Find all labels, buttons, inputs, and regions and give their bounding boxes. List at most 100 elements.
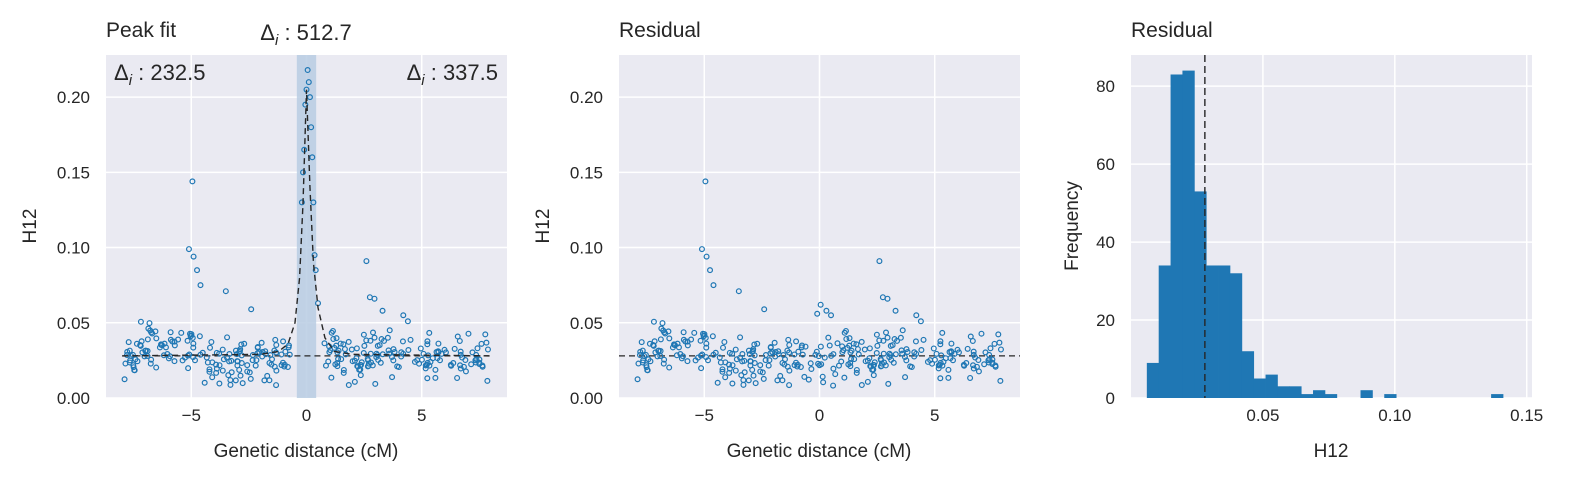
data-point [404, 318, 411, 325]
data-point [851, 356, 858, 363]
data-point [858, 382, 865, 389]
data-point [671, 342, 678, 349]
data-point [417, 345, 424, 352]
data-point [761, 306, 768, 313]
data-point [241, 340, 248, 347]
data-point [337, 340, 344, 347]
data-point [792, 359, 799, 366]
data-point [267, 352, 274, 359]
data-point [424, 375, 431, 382]
data-point [271, 363, 278, 370]
x-tick-label: −5 [182, 406, 201, 425]
data-point [244, 362, 251, 369]
data-point [795, 348, 802, 355]
data-point [237, 372, 244, 379]
data-point [855, 351, 862, 358]
data-point [939, 329, 946, 336]
data-point [278, 351, 285, 358]
data-point [807, 360, 814, 367]
y-tick-label: 0.20 [570, 88, 603, 107]
data-point [835, 362, 842, 369]
data-point [190, 340, 197, 347]
data-point [779, 377, 786, 384]
data-point [239, 380, 246, 387]
data-point [134, 358, 141, 365]
histogram-bar [1313, 390, 1326, 398]
data-point [673, 352, 680, 359]
x-tick-label: 5 [417, 406, 426, 425]
residual-scatter-points [634, 178, 1004, 389]
data-point [330, 335, 337, 342]
data-point [454, 333, 461, 340]
data-point [254, 350, 261, 357]
data-point [839, 343, 846, 350]
data-point [816, 362, 823, 369]
data-point [222, 288, 229, 295]
histogram-bar [1289, 386, 1302, 398]
data-point [208, 338, 215, 345]
data-point [646, 340, 653, 347]
data-point [216, 380, 223, 387]
data-point [351, 378, 358, 385]
data-point [300, 169, 307, 176]
data-point [655, 347, 662, 354]
residual-histogram-panel: 0.05 0.10 0.15 0 20 40 60 80 Residual H12 Freq… [1062, 19, 1543, 462]
data-point [125, 339, 132, 346]
data-point [171, 358, 178, 365]
data-point [697, 337, 704, 344]
histogram-bar [1158, 265, 1171, 398]
y-tick-label: 0.05 [570, 314, 603, 333]
data-point [842, 327, 849, 334]
data-point [684, 338, 691, 345]
data-point [995, 331, 1002, 338]
peak-fit-curve [122, 89, 491, 357]
data-point [331, 344, 338, 351]
data-point [749, 366, 756, 373]
data-point [432, 374, 439, 381]
residual-scatter-xlabel: Genetic distance (cM) [727, 441, 912, 462]
data-point [779, 359, 786, 366]
data-point [987, 345, 994, 352]
data-point [845, 361, 852, 368]
data-point [236, 366, 243, 373]
data-point [306, 94, 313, 101]
data-point [146, 320, 153, 327]
data-point [870, 372, 877, 379]
data-point [360, 350, 367, 357]
peak-fit-points [121, 67, 491, 389]
data-point [248, 306, 255, 313]
data-point [335, 355, 342, 362]
data-point [473, 356, 480, 363]
data-point [361, 342, 368, 349]
data-point [457, 362, 464, 369]
y-tick-label: 0.10 [570, 239, 603, 258]
data-point [371, 295, 378, 302]
data-point [832, 371, 839, 378]
data-point [279, 359, 286, 366]
data-point [302, 101, 309, 108]
data-point [207, 344, 214, 351]
data-point [247, 375, 254, 382]
data-point [703, 344, 710, 351]
data-point [220, 356, 227, 363]
data-point [883, 329, 890, 336]
data-point [121, 376, 128, 383]
data-point [148, 356, 155, 363]
data-point [398, 349, 405, 356]
data-point [363, 337, 370, 344]
data-point [684, 358, 691, 365]
y-tick-label: 0.00 [570, 389, 603, 408]
data-point [812, 351, 819, 358]
data-point [657, 352, 664, 359]
data-point [236, 349, 243, 356]
peak-fit-title: Peak fit [106, 19, 176, 42]
data-point [937, 338, 944, 345]
data-point [234, 358, 241, 365]
data-point [870, 361, 877, 368]
data-point [650, 318, 657, 325]
data-point [902, 374, 909, 381]
data-point [358, 361, 365, 368]
data-point [815, 360, 822, 367]
data-point [340, 369, 347, 376]
data-point [933, 350, 940, 357]
